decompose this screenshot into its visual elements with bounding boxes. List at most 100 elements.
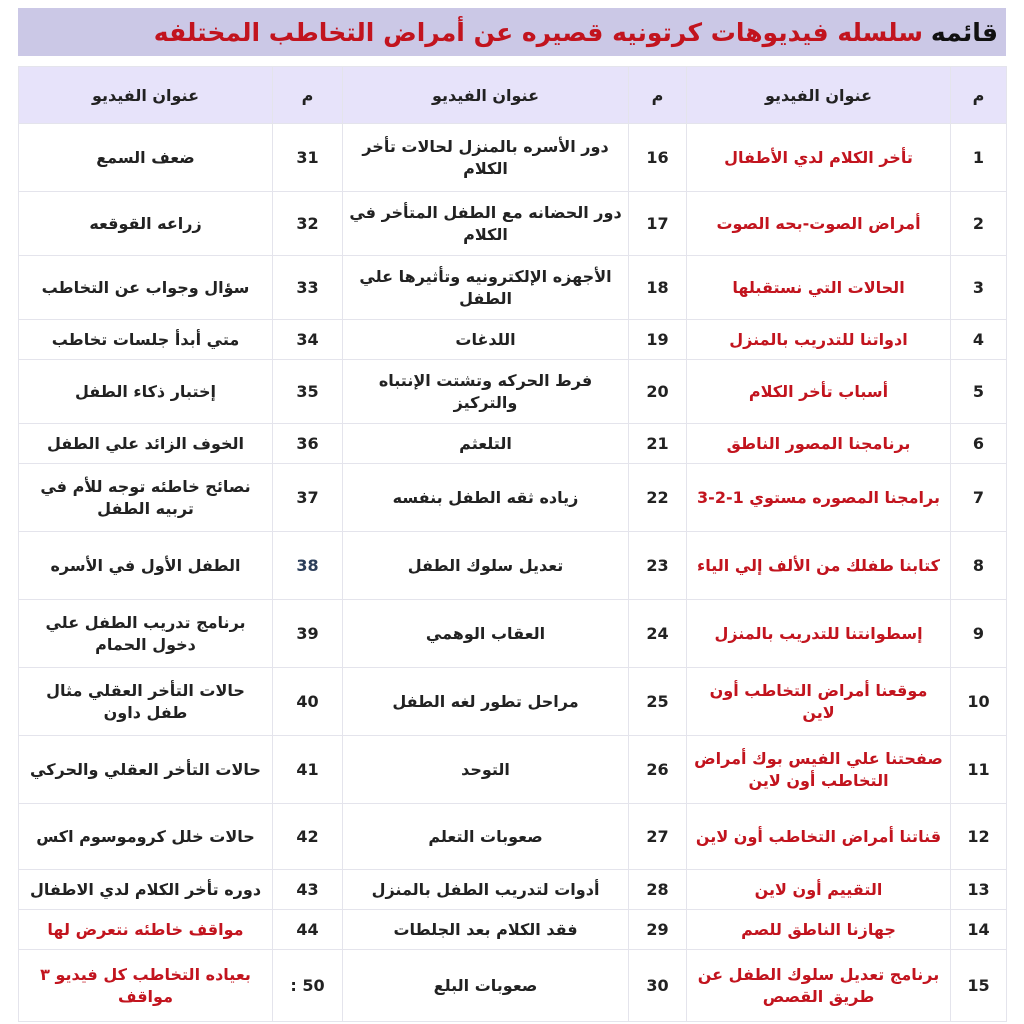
video-title: إسطوانتنا للتدريب بالمنزل xyxy=(686,599,951,668)
video-number: 4 xyxy=(950,319,1007,360)
video-title: مراحل تطور لغه الطفل xyxy=(342,667,629,736)
video-number: 24 xyxy=(628,599,687,668)
video-title: دور الأسره بالمنزل لحالات تأخر الكلام xyxy=(342,123,629,192)
table-row: 10 موقعنا أمراض التخاطب أون لاين 25 مراحل ت… xyxy=(18,667,1007,736)
video-title: فقد الكلام بعد الجلطات xyxy=(342,909,629,950)
table-row: 9 إسطوانتنا للتدريب بالمنزل 24 العقاب الوهم… xyxy=(18,599,1007,668)
video-title: برامجنا المصوره مستوي 1-2-3 xyxy=(686,463,951,532)
header-num: م xyxy=(950,66,1007,124)
video-title: تعديل سلوك الطفل xyxy=(342,531,629,600)
video-title: صفحتنا علي الفيس بوك أمراض التخاطب أون ل… xyxy=(686,735,951,804)
video-title: الخوف الزائد علي الطفل xyxy=(18,423,273,464)
video-title: أسباب تأخر الكلام xyxy=(686,359,951,424)
video-title: نصائح خاطئه توجه للأم في تربيه الطفل xyxy=(18,463,273,532)
video-title: دور الحضانه مع الطفل المتأخر في الكلام xyxy=(342,191,629,256)
video-number: 8 xyxy=(950,531,1007,600)
table-row: 3 الحالات التي نستقبلها 18 الأجهزه الإلكترو… xyxy=(18,255,1007,320)
video-number: 14 xyxy=(950,909,1007,950)
header-title: عنوان الفيديو xyxy=(686,66,951,124)
table-row: 5 أسباب تأخر الكلام 20 فرط الحركه وتشتت الإ… xyxy=(18,359,1007,424)
video-title: أمراض الصوت-بحه الصوت xyxy=(686,191,951,256)
video-number: 2 xyxy=(950,191,1007,256)
video-number: 22 xyxy=(628,463,687,532)
video-number: 7 xyxy=(950,463,1007,532)
table-row: 1 تأخر الكلام لدي الأطفال 16 دور الأسره بال… xyxy=(18,123,1007,192)
video-title: الحالات التي نستقبلها xyxy=(686,255,951,320)
video-title: حالات التأخر العقلي مثال طفل داون xyxy=(18,667,273,736)
video-number: 50 : xyxy=(272,949,343,1022)
video-number: 5 xyxy=(950,359,1007,424)
video-number: 10 xyxy=(950,667,1007,736)
video-title: صعوبات البلع xyxy=(342,949,629,1022)
video-number: 39 xyxy=(272,599,343,668)
page-title: قائمه سلسله فيديوهات كرتونيه قصيره عن أم… xyxy=(18,8,1006,56)
video-title: الأجهزه الإلكترونيه وتأثيرها علي الطفل xyxy=(342,255,629,320)
video-title: العقاب الوهمي xyxy=(342,599,629,668)
video-number: 30 xyxy=(628,949,687,1022)
video-number: 12 xyxy=(950,803,1007,870)
video-number: 6 xyxy=(950,423,1007,464)
video-title: ادواتنا للتدريب بالمنزل xyxy=(686,319,951,360)
video-title: كتابنا طفلك من الألف إلي الياء xyxy=(686,531,951,600)
video-title: سؤال وجواب عن التخاطب xyxy=(18,255,273,320)
video-title: جهازنا الناطق للصم xyxy=(686,909,951,950)
header-title: عنوان الفيديو xyxy=(342,66,629,124)
video-title: زراعه القوقعه xyxy=(18,191,273,256)
video-number: 28 xyxy=(628,869,687,910)
video-number: 32 xyxy=(272,191,343,256)
video-number: 23 xyxy=(628,531,687,600)
video-title: فرط الحركه وتشتت الإنتباه والتركيز xyxy=(342,359,629,424)
video-number: 3 xyxy=(950,255,1007,320)
video-number: 35 xyxy=(272,359,343,424)
video-title: برنامج تدريب الطفل علي دخول الحمام xyxy=(18,599,273,668)
video-title: إختبار ذكاء الطفل xyxy=(18,359,273,424)
video-number: 15 xyxy=(950,949,1007,1022)
table-row: 4 ادواتنا للتدريب بالمنزل 19 اللدغات 34 متي أ… xyxy=(18,319,1007,360)
video-title: التقييم أون لاين xyxy=(686,869,951,910)
video-number: 25 xyxy=(628,667,687,736)
video-number: 33 xyxy=(272,255,343,320)
video-title: حالات خلل كروموسوم اكس xyxy=(18,803,273,870)
video-title: اللدغات xyxy=(342,319,629,360)
video-number: 20 xyxy=(628,359,687,424)
video-title: التلعثم xyxy=(342,423,629,464)
video-number: 11 xyxy=(950,735,1007,804)
video-title: متي أبدأ جلسات تخاطب xyxy=(18,319,273,360)
video-number: 36 xyxy=(272,423,343,464)
video-title: بعياده التخاطب كل فيديو ٣ مواقف xyxy=(18,949,273,1022)
video-number: 13 xyxy=(950,869,1007,910)
video-number: 1 xyxy=(950,123,1007,192)
table-row: 2 أمراض الصوت-بحه الصوت 17 دور الحضانه مع ا… xyxy=(18,191,1007,256)
video-list-table: م عنوان الفيديو م عنوان الفيديو م عنوان … xyxy=(18,66,1007,1022)
video-title: مواقف خاطئه نتعرض لها xyxy=(18,909,273,950)
video-number: 42 xyxy=(272,803,343,870)
video-title: موقعنا أمراض التخاطب أون لاين xyxy=(686,667,951,736)
video-title: تأخر الكلام لدي الأطفال xyxy=(686,123,951,192)
video-number: 16 xyxy=(628,123,687,192)
video-number: 44 xyxy=(272,909,343,950)
video-title: برنامج تعديل سلوك الطفل عن طريق القصص xyxy=(686,949,951,1022)
table-row: 13 التقييم أون لاين 28 أدوات لتدريب الطفل ب… xyxy=(18,869,1007,910)
video-number: 34 xyxy=(272,319,343,360)
video-title: صعوبات التعلم xyxy=(342,803,629,870)
table-row: 7 برامجنا المصوره مستوي 1-2-3 22 زياده ثقه … xyxy=(18,463,1007,532)
table-row: 14 جهازنا الناطق للصم 29 فقد الكلام بعد الج… xyxy=(18,909,1007,950)
video-number: 21 xyxy=(628,423,687,464)
header-num: م xyxy=(272,66,343,124)
video-number: 26 xyxy=(628,735,687,804)
video-number: 40 xyxy=(272,667,343,736)
video-title: زياده ثقه الطفل بنفسه xyxy=(342,463,629,532)
video-title: برنامجنا المصور الناطق xyxy=(686,423,951,464)
video-title: التوحد xyxy=(342,735,629,804)
title-prefix: قائمه xyxy=(930,17,998,47)
video-title: الطفل الأول في الأسره xyxy=(18,531,273,600)
video-number: 29 xyxy=(628,909,687,950)
header-num: م xyxy=(628,66,687,124)
table-row: 12 قناتنا أمراض التخاطب أون لاين 27 صعوبات … xyxy=(18,803,1007,870)
video-number: 27 xyxy=(628,803,687,870)
video-number: 37 xyxy=(272,463,343,532)
video-number: 18 xyxy=(628,255,687,320)
video-number: 31 xyxy=(272,123,343,192)
video-title: دوره تأخر الكلام لدي الاطفال xyxy=(18,869,273,910)
video-number: 17 xyxy=(628,191,687,256)
